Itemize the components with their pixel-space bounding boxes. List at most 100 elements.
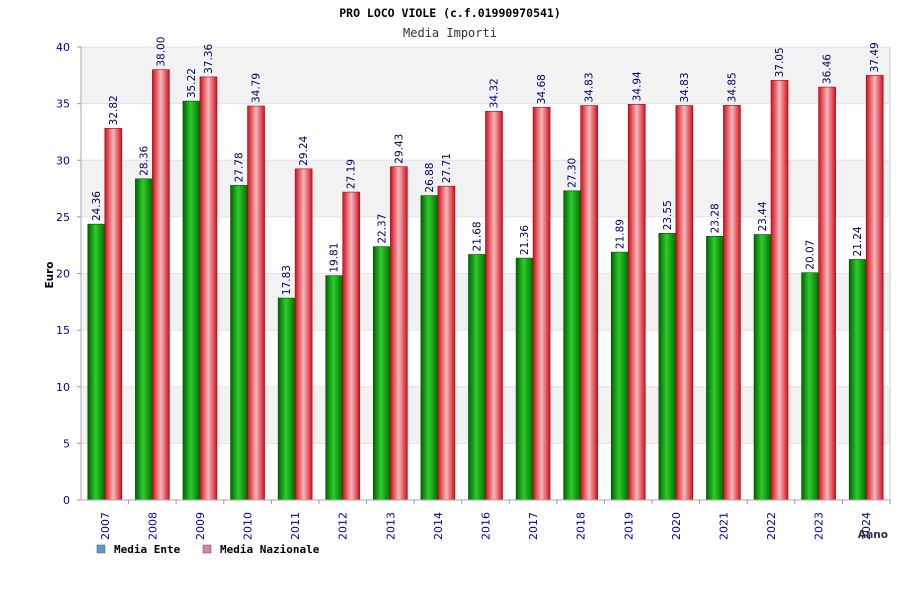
bar-value-label: 29.43 <box>393 134 405 164</box>
bar-value-label: 23.44 <box>757 201 769 231</box>
x-tick-label: 2007 <box>99 512 112 540</box>
x-tick-label: 2024 <box>860 512 873 540</box>
legend-item-media-nazionale[interactable]: Media Nazionale <box>202 543 320 556</box>
bar-value-label: 34.79 <box>251 73 263 103</box>
bar-media-ente[interactable] <box>373 246 391 501</box>
bar-value-label: 24.36 <box>91 191 103 221</box>
bar-value-label: 34.94 <box>631 71 643 101</box>
chart-title: PRO LOCO VIOLE (c.f.01990970541) <box>339 6 561 20</box>
bar-value-label: 20.07 <box>805 240 817 270</box>
legend-label-media-nazionale: Media Nazionale <box>220 543 320 556</box>
bar-media-ente[interactable] <box>468 254 486 501</box>
x-tick-label: 2023 <box>813 512 826 540</box>
x-tick-label: 2016 <box>480 512 493 540</box>
bar-media-nazionale[interactable] <box>342 191 361 501</box>
bar-media-ente[interactable] <box>801 272 819 501</box>
bar-value-label: 28.36 <box>138 145 150 175</box>
y-tick-label: 20 <box>56 268 70 281</box>
bar-media-nazionale[interactable] <box>580 105 598 501</box>
bar-media-nazionale[interactable] <box>675 105 694 501</box>
x-tick-label: 2022 <box>765 512 778 540</box>
bar-media-nazionale[interactable] <box>627 104 646 501</box>
bar-value-label: 37.49 <box>869 42 881 72</box>
x-tick-label: 2012 <box>337 512 350 540</box>
legend: Media Ente Media Nazionale <box>96 543 320 556</box>
bar-media-nazionale[interactable] <box>770 80 789 501</box>
bar-value-label: 34.32 <box>489 78 501 108</box>
y-tick-label: 30 <box>56 154 70 167</box>
bar-media-nazionale[interactable] <box>152 69 170 501</box>
bar-value-label: 21.68 <box>472 221 484 251</box>
y-tick-label: 35 <box>56 98 70 111</box>
bar-media-ente[interactable] <box>563 190 581 501</box>
bar-media-ente[interactable] <box>420 195 439 501</box>
bar-value-label: 27.30 <box>567 158 579 188</box>
bar-media-nazionale[interactable] <box>247 105 265 501</box>
bar-value-label: 34.85 <box>726 72 738 102</box>
legend-item-media-ente[interactable]: Media Ente <box>96 543 181 556</box>
bar-value-label: 27.78 <box>234 152 246 182</box>
x-tick-label: 2019 <box>622 512 635 540</box>
bar-value-label: 21.36 <box>519 225 531 255</box>
bar-value-label: 37.05 <box>774 47 786 77</box>
bar-media-nazionale[interactable] <box>294 168 313 501</box>
bar-media-nazionale[interactable] <box>199 76 218 501</box>
x-tick-label: 2010 <box>242 512 255 540</box>
x-tick-label: 2013 <box>384 512 397 540</box>
bar-value-label: 21.24 <box>852 226 864 256</box>
bar-value-label: 35.22 <box>186 68 198 98</box>
x-axis: 2007 2008 2009 2010 2011 2012 2013 2014 2016 2017… <box>81 499 891 540</box>
bar-value-label: 29.24 <box>298 135 310 165</box>
bar-media-ente[interactable] <box>182 100 201 501</box>
bar-value-label: 38.00 <box>155 37 167 67</box>
y-tick-label: 10 <box>56 381 70 394</box>
x-tick-label: 2009 <box>194 512 207 540</box>
bar-value-label: 34.83 <box>584 72 596 102</box>
bar-value-label: 23.28 <box>709 203 721 233</box>
bar-media-nazionale[interactable] <box>485 111 503 501</box>
y-axis: 0 5 10 15 20 25 30 35 40 <box>56 41 82 507</box>
bar-value-label: 27.19 <box>346 159 358 189</box>
bar-media-ente[interactable] <box>753 234 772 501</box>
x-tick-label: 2008 <box>146 512 159 540</box>
bar-value-label: 32.82 <box>108 95 120 125</box>
bar-value-label: 21.89 <box>614 219 626 249</box>
bar-media-nazionale[interactable] <box>390 166 408 501</box>
bar-media-nazionale[interactable] <box>865 75 884 501</box>
bar-media-ente[interactable] <box>658 232 677 501</box>
legend-swatch-media-nazionale <box>202 544 212 554</box>
x-tick-label: 2011 <box>289 512 302 540</box>
y-tick-label: 5 <box>63 437 70 450</box>
bar-media-nazionale[interactable] <box>818 86 836 501</box>
bar-value-label: 26.88 <box>424 163 436 193</box>
y-axis-label: Euro <box>44 261 56 288</box>
bar-media-nazionale[interactable] <box>437 185 456 501</box>
legend-swatch-media-ente <box>96 544 106 554</box>
bar-media-ente[interactable] <box>135 178 153 501</box>
bars-group <box>87 69 884 501</box>
bar-value-label: 27.71 <box>441 153 453 183</box>
bar-media-nazionale[interactable] <box>723 105 741 501</box>
bar-media-ente[interactable] <box>87 223 106 501</box>
bar-media-ente[interactable] <box>848 259 867 501</box>
bar-media-ente[interactable] <box>515 257 534 501</box>
x-tick-label: 2017 <box>527 512 540 540</box>
bar-value-label: 19.81 <box>329 243 341 273</box>
y-tick-label: 40 <box>56 41 70 54</box>
chart-subtitle: Media Importi <box>403 26 497 40</box>
bar-media-ente[interactable] <box>706 236 724 501</box>
x-tick-label: 2014 <box>432 512 445 540</box>
bar-media-nazionale[interactable] <box>104 128 123 501</box>
bar-value-label: 17.83 <box>281 265 293 295</box>
bar-media-ente[interactable] <box>610 251 629 501</box>
y-tick-label: 0 <box>63 494 70 507</box>
x-tick-label: 2020 <box>670 512 683 540</box>
bar-media-nazionale[interactable] <box>532 106 551 501</box>
bar-labels-group: 24.36 32.82 28.36 38.00 35.22 37.36 27.78 34.79… <box>91 37 881 295</box>
bar-media-ente[interactable] <box>230 185 248 501</box>
bar-value-label: 37.36 <box>203 44 215 74</box>
bar-value-label: 22.37 <box>376 214 388 244</box>
bar-media-ente[interactable] <box>277 297 296 501</box>
legend-label-media-ente: Media Ente <box>114 543 181 556</box>
bar-media-ente[interactable] <box>325 275 344 501</box>
